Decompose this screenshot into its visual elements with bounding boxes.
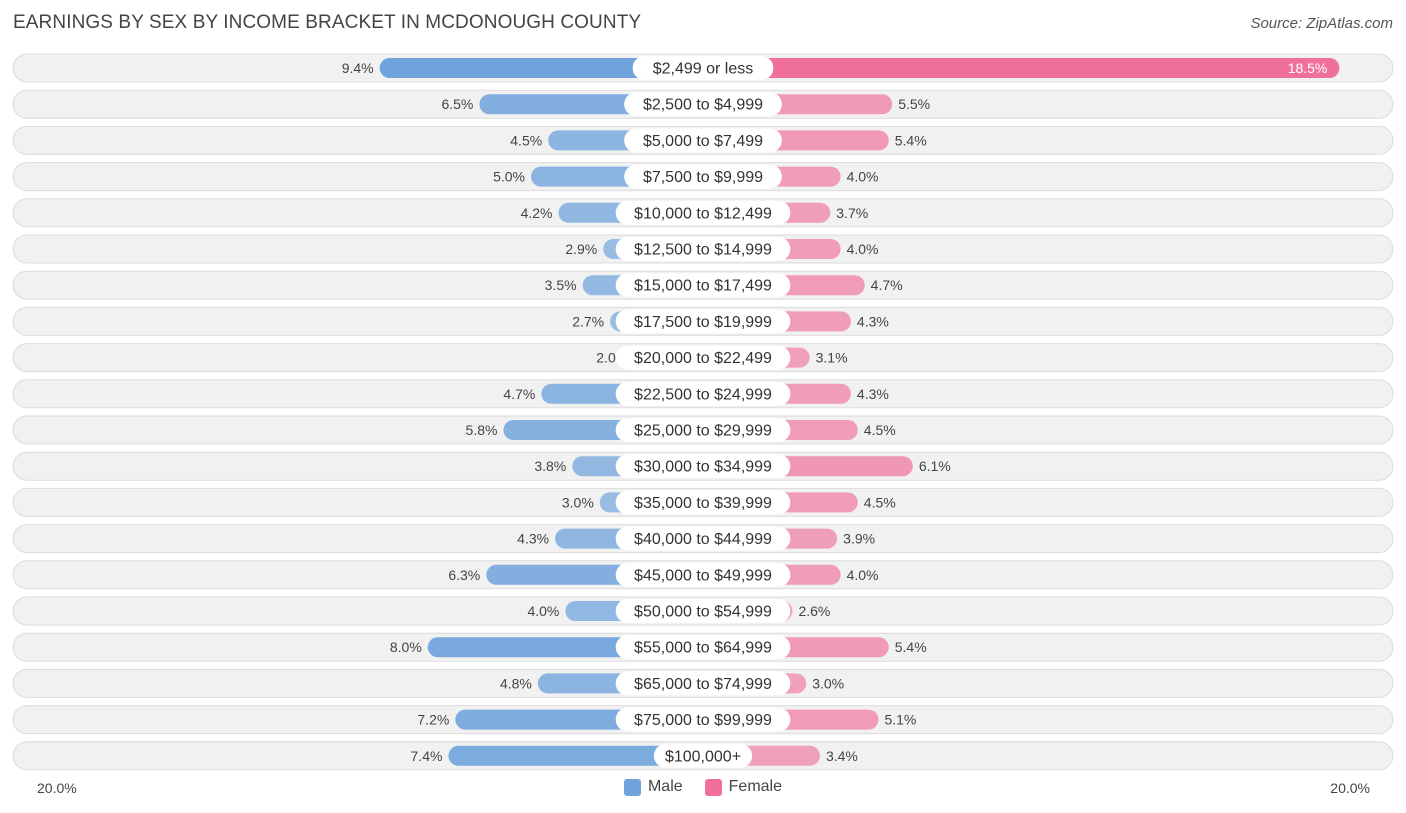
category-pill (653, 743, 753, 768)
chart-title: EARNINGS BY SEX BY INCOME BRACKET IN MCD… (13, 12, 642, 33)
value-label-female: 3.4% (826, 748, 858, 764)
value-label-female: 4.0% (847, 567, 879, 583)
value-label-male: 2.9% (565, 241, 597, 257)
category-pill (624, 92, 782, 117)
category-pill (615, 490, 791, 515)
category-label: $15,000 to $17,499 (634, 278, 772, 295)
value-label-male: 5.0% (493, 169, 525, 185)
category-label: $2,500 to $4,999 (643, 97, 763, 114)
category-label: $100,000+ (665, 748, 741, 765)
legend-label-female: Female (728, 778, 783, 795)
value-label-female: 3.9% (843, 531, 875, 547)
category-label: $20,000 to $22,499 (634, 350, 772, 367)
category-pill (615, 309, 791, 334)
value-label-female: 6.1% (919, 458, 951, 474)
value-label-female: 4.7% (871, 277, 903, 293)
value-label-male: 6.5% (441, 96, 473, 112)
value-label-male: 2.7% (572, 313, 604, 329)
value-label-male: 5.8% (466, 422, 498, 438)
category-label: $12,500 to $14,999 (634, 242, 772, 259)
bar-male (379, 58, 703, 78)
legend-swatch-male (623, 778, 641, 796)
category-pill (624, 164, 782, 189)
value-label-male: 6.3% (448, 567, 480, 583)
value-label-female: 4.3% (857, 386, 889, 402)
category-label: $45,000 to $49,999 (634, 567, 772, 584)
category-pill (615, 671, 791, 696)
category-pill (615, 454, 791, 479)
value-label-male: 3.5% (545, 277, 577, 293)
category-label: $22,500 to $24,999 (634, 386, 772, 403)
category-pill (615, 526, 791, 551)
category-pill (615, 237, 791, 261)
category-label: $5,000 to $7,499 (643, 133, 763, 150)
category-pill (615, 635, 791, 660)
value-label-male: 4.2% (521, 205, 553, 221)
value-label-female: 5.5% (898, 96, 930, 112)
bar-female (703, 58, 1340, 78)
value-label-female: 5.4% (895, 132, 927, 148)
category-pill (632, 56, 774, 80)
legend: Male Female (0, 778, 1406, 796)
value-label-male: 4.7% (503, 386, 535, 402)
category-pill (615, 273, 791, 298)
category-label: $25,000 to $29,999 (634, 423, 772, 440)
source-label: Source: ZipAtlas.com (1250, 15, 1393, 32)
value-label-female: 3.1% (816, 350, 848, 366)
value-label-male: 8.0% (390, 639, 422, 655)
category-label: $7,500 to $9,999 (643, 169, 763, 186)
value-label-male: 4.8% (500, 675, 532, 691)
value-label-male: 4.0% (527, 603, 559, 619)
legend-item-female[interactable]: Female (704, 778, 783, 796)
value-label-female: 4.5% (864, 422, 896, 438)
category-pill (615, 562, 791, 587)
value-label-female: 4.5% (864, 494, 896, 510)
value-label-female: 2.6% (798, 603, 830, 619)
category-label: $40,000 to $44,999 (634, 531, 772, 548)
value-label-female: 5.4% (895, 639, 927, 655)
value-label-male: 9.4% (342, 60, 374, 76)
category-label: $17,500 to $19,999 (634, 314, 772, 331)
category-pill (615, 200, 791, 225)
value-label-female: 3.0% (812, 675, 844, 691)
category-label: $10,000 to $12,499 (634, 205, 772, 222)
axis-left-label: 20.0% (37, 780, 77, 796)
value-label-male: 4.3% (517, 531, 549, 547)
category-label: $75,000 to $99,999 (634, 712, 772, 729)
category-label: $2,499 or less (653, 61, 754, 78)
value-label-female: 18.5% (1288, 60, 1328, 76)
legend-label-male: Male (647, 778, 683, 795)
value-label-male: 3.0% (562, 494, 594, 510)
value-label-female: 3.7% (836, 205, 868, 221)
value-label-male: 4.5% (510, 132, 542, 148)
value-label-male: 7.4% (411, 748, 443, 764)
value-label-female: 5.1% (884, 712, 916, 728)
category-label: $35,000 to $39,999 (634, 495, 772, 512)
category-pill (615, 599, 791, 623)
value-label-male: 3.8% (534, 458, 566, 474)
category-pill (615, 345, 791, 370)
value-label-male: 7.2% (417, 712, 449, 728)
value-label-female: 4.0% (847, 241, 879, 257)
category-label: $30,000 to $34,999 (634, 459, 772, 476)
category-label: $55,000 to $64,999 (634, 640, 772, 657)
category-label: $65,000 to $74,999 (634, 676, 772, 693)
bar-male (448, 745, 703, 766)
category-label: $50,000 to $54,999 (634, 604, 772, 621)
category-pill (615, 707, 791, 732)
legend-item-male[interactable]: Male (623, 778, 683, 796)
axis-right-label: 20.0% (1330, 780, 1370, 796)
value-label-female: 4.3% (857, 313, 889, 329)
category-pill (615, 418, 791, 442)
value-label-female: 4.0% (847, 169, 879, 185)
category-pill (615, 381, 791, 406)
legend-swatch-female (704, 778, 722, 796)
category-pill (624, 128, 782, 153)
